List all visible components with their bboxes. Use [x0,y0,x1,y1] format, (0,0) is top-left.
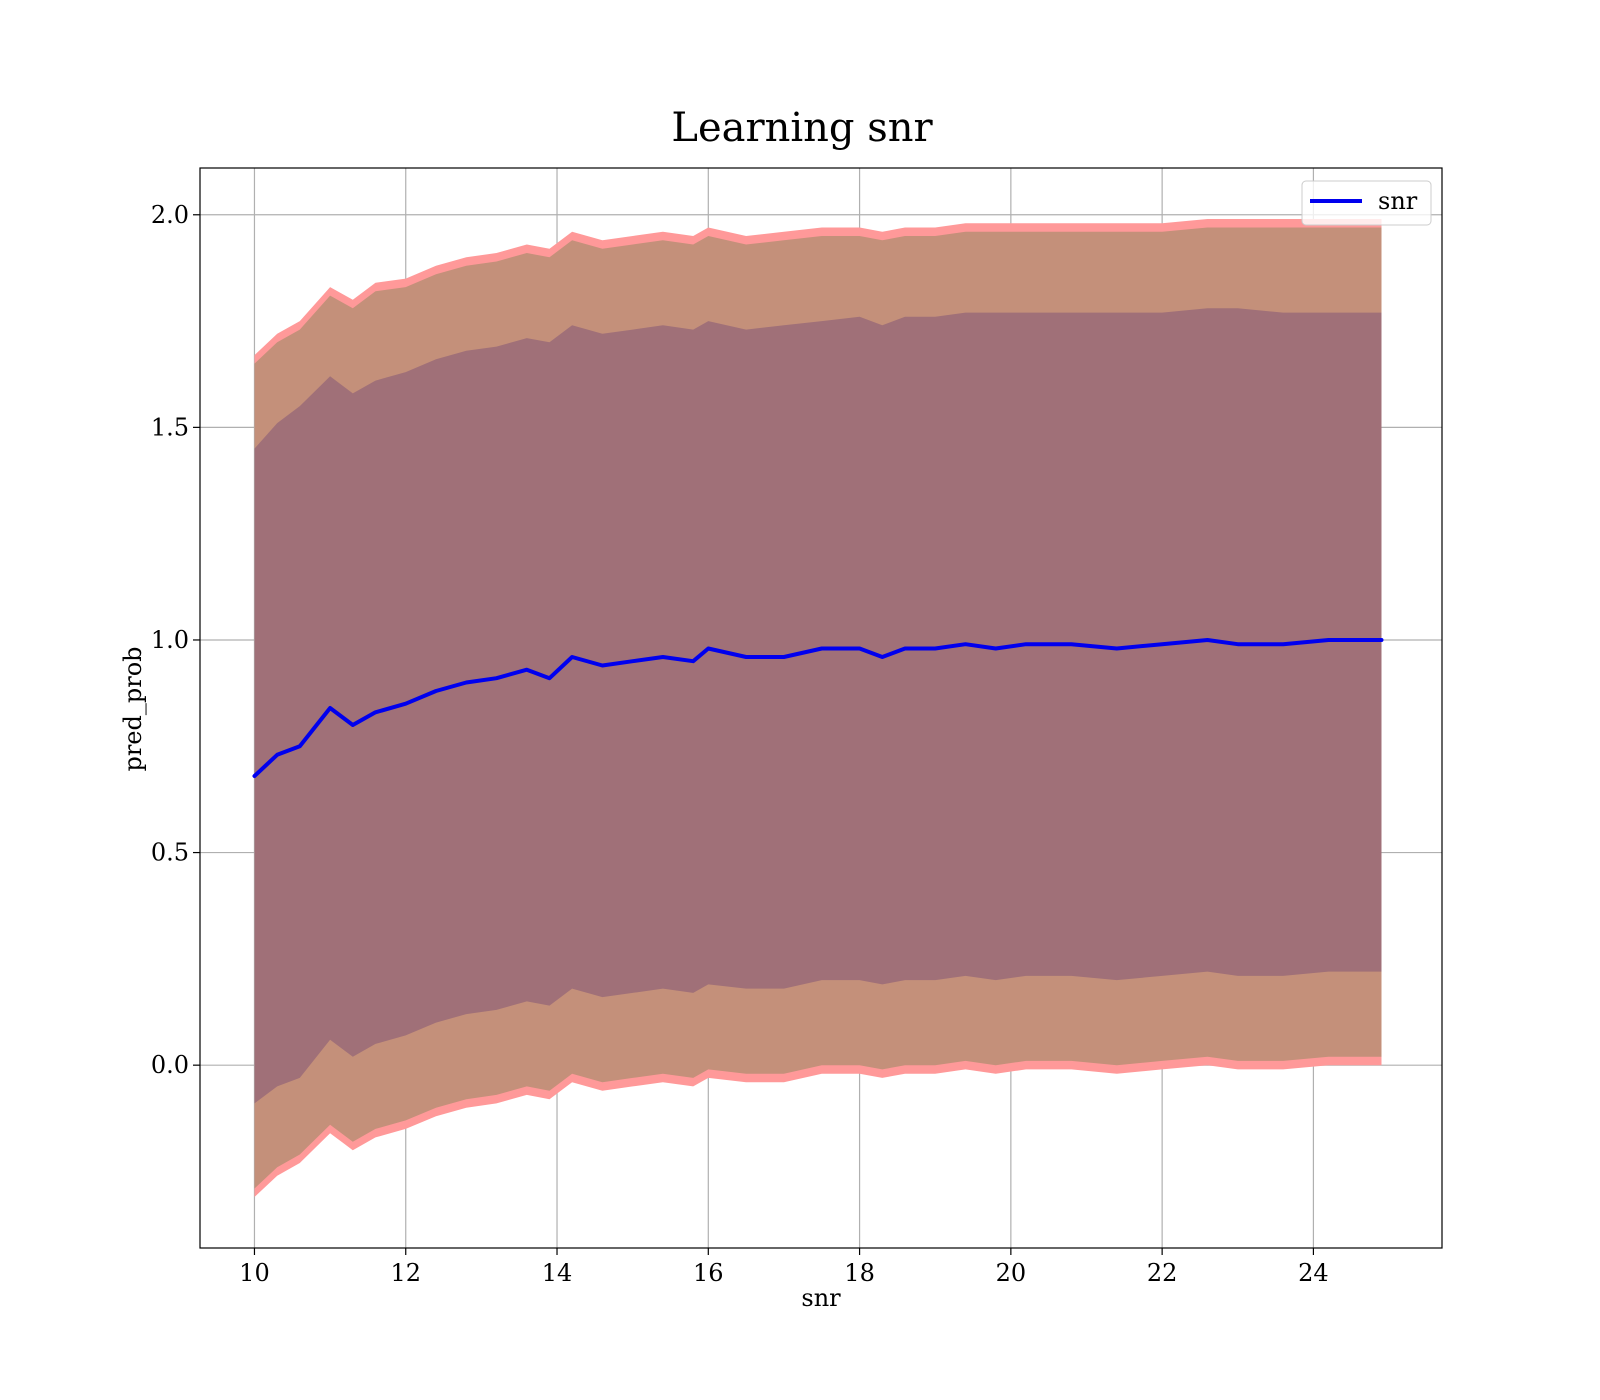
plot-frame [199,167,1443,1249]
x-tick-label: 12 [390,1259,421,1287]
chart-title: Learning snr [671,105,933,151]
y-tick-label: 0.5 [151,839,189,867]
x-tick-label: 14 [542,1259,573,1287]
y-tick-label: 1.0 [151,626,189,654]
x-tick-label: 10 [239,1259,270,1287]
legend-label-snr: snr [1378,187,1418,215]
legend: snr [1301,180,1432,226]
confidence-bands [254,219,1382,1197]
x-tick-label: 24 [1298,1259,1329,1287]
x-tick-label: 22 [1147,1259,1178,1287]
y-axis-label: pred_prob [119,646,147,771]
mean-line-layer [252,638,1384,778]
x-tick-label: 20 [996,1259,1027,1287]
y-tick-label: 0.0 [151,1051,189,1079]
series-line-snr [252,638,1384,778]
y-tick-label: 1.5 [151,413,189,441]
axis-ticks: 10 12 14 16 18 20 22 24 0.0 0.5 1.0 1.5 2.0 [151,201,1329,1287]
inner-band [254,308,1382,1104]
y-tick-label: 2.0 [151,201,189,229]
legend-box [1301,180,1432,226]
x-tick-label: 16 [693,1259,724,1287]
x-tick-label: 18 [844,1259,875,1287]
x-axis-label: snr [801,1284,841,1312]
